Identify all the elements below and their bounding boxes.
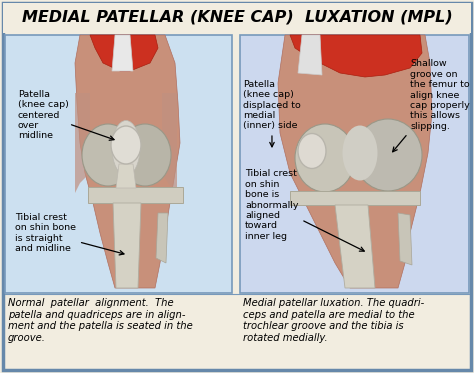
- Polygon shape: [113, 203, 141, 288]
- Polygon shape: [398, 213, 412, 265]
- Polygon shape: [112, 35, 133, 71]
- Polygon shape: [75, 35, 180, 288]
- Text: Tibial crest
on shin bone
is straight
and midline: Tibial crest on shin bone is straight an…: [15, 213, 124, 255]
- Polygon shape: [278, 35, 432, 288]
- Ellipse shape: [295, 124, 355, 192]
- Polygon shape: [116, 164, 136, 188]
- Text: Shallow
groove on
the femur to
align knee
cap properly
this allows
slipping.: Shallow groove on the femur to align kne…: [392, 59, 470, 152]
- Ellipse shape: [298, 134, 326, 169]
- Ellipse shape: [111, 126, 141, 164]
- Ellipse shape: [82, 124, 134, 186]
- Text: Medial patellar luxation. The quadri-
ceps and patella are medial to the
trochle: Medial patellar luxation. The quadri- ce…: [243, 298, 424, 343]
- Text: Patella
(knee cap)
centered
over
midline: Patella (knee cap) centered over midline: [18, 90, 114, 140]
- Text: Tibial crest
on shin
bone is
abnormally
aligned
toward
inner leg: Tibial crest on shin bone is abnormally …: [245, 169, 364, 251]
- Polygon shape: [335, 205, 375, 288]
- Polygon shape: [162, 93, 177, 193]
- Polygon shape: [156, 213, 168, 263]
- Ellipse shape: [119, 124, 171, 186]
- Bar: [3, 3, 471, 33]
- Bar: [88, 187, 183, 203]
- Polygon shape: [75, 93, 90, 193]
- Bar: [240, 35, 469, 293]
- Bar: [5, 35, 232, 293]
- Ellipse shape: [112, 120, 140, 176]
- Polygon shape: [90, 35, 158, 71]
- Text: MEDIAL PATELLAR (KNEE CAP)  LUXATION (MPL): MEDIAL PATELLAR (KNEE CAP) LUXATION (MPL…: [22, 9, 452, 25]
- Ellipse shape: [343, 125, 377, 181]
- Text: Patella
(knee cap)
displaced to
medial
(inner) side: Patella (knee cap) displaced to medial (…: [243, 80, 301, 147]
- Bar: [290, 191, 420, 205]
- Polygon shape: [298, 35, 322, 75]
- Ellipse shape: [354, 119, 422, 191]
- Text: Normal  patellar  alignment.  The
patella and quadriceps are in align-
ment and : Normal patellar alignment. The patella a…: [8, 298, 193, 343]
- Polygon shape: [290, 35, 422, 77]
